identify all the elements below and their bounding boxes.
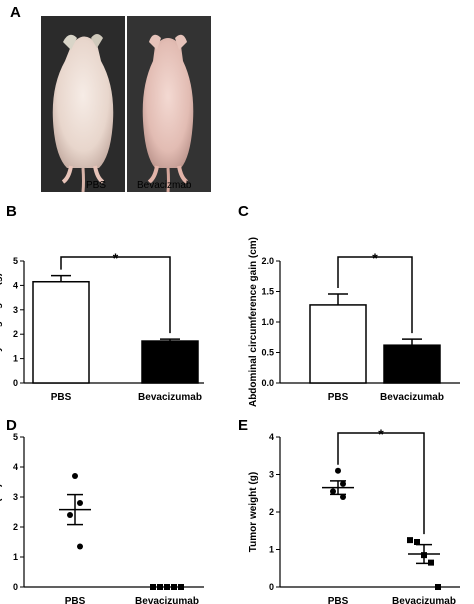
panel-letter-a: A: [10, 4, 21, 21]
y-tick-label: 1.5: [261, 287, 274, 297]
photo-divider: [125, 16, 127, 192]
y-axis-label: Ascites (ml): [0, 484, 3, 541]
data-point: [150, 584, 156, 590]
data-point: [77, 543, 83, 550]
y-tick-label: 4: [13, 462, 18, 472]
panel-letter-d: D: [6, 417, 17, 434]
data-point: [340, 480, 346, 487]
y-tick-label: 2: [269, 507, 274, 517]
y-tick-label: 5: [13, 432, 18, 442]
panel-letter-c: C: [238, 203, 249, 220]
y-tick-label: 1: [13, 354, 18, 364]
significance-bracket: [60, 256, 171, 334]
y-tick-label: 0.0: [261, 378, 274, 388]
significance-bracket: [337, 432, 425, 535]
data-point: [157, 584, 163, 590]
panel-letter-e: E: [238, 417, 249, 434]
x-tick-label: Bevacizumab: [392, 596, 456, 604]
y-tick-label: 3: [13, 305, 18, 315]
y-tick-label: 3: [13, 492, 18, 502]
data-point: [72, 473, 78, 479]
significance-star: *: [378, 426, 384, 442]
y-tick-label: 0: [269, 582, 274, 592]
mouse-pbs: [52, 34, 114, 192]
x-tick-label: PBS: [328, 596, 349, 604]
y-tick-label: 0.5: [261, 348, 274, 358]
y-tick-label: 0: [13, 582, 18, 592]
data-point: [414, 539, 420, 545]
bar: [32, 280, 90, 384]
y-axis-label: Tumor weight (g): [248, 472, 259, 552]
x-tick-label: Bevacizumab: [138, 392, 202, 403]
significance-bracket: [337, 256, 413, 334]
significance-star: *: [113, 250, 119, 266]
y-tick-label: 1: [13, 552, 18, 562]
y-tick-label: 2: [13, 522, 18, 532]
data-point: [171, 584, 177, 590]
photo-label-bevacizmab: Bevacizmab: [137, 180, 192, 191]
y-axis-label: Abdominal circumference gain (cm): [248, 237, 259, 407]
y-tick-label: 2.0: [261, 256, 274, 266]
y-tick-label: 3: [269, 470, 274, 480]
y-tick-label: 4: [269, 432, 274, 442]
y-tick-label: 5: [13, 256, 18, 266]
data-point: [164, 584, 170, 590]
y-axis-label: Body weight gain (g): [0, 273, 3, 371]
data-point: [407, 537, 413, 544]
bar: [141, 340, 199, 384]
data-point: [67, 512, 73, 518]
data-point: [178, 584, 184, 590]
data-point: [340, 494, 346, 500]
data-point: [77, 500, 83, 506]
y-tick-label: 2: [13, 329, 18, 339]
x-tick-label: Bevacizumab: [135, 596, 199, 604]
bar: [383, 344, 441, 384]
significance-star: *: [372, 250, 378, 266]
mouse-photograph: [41, 16, 211, 192]
data-point: [335, 467, 341, 474]
x-tick-label: Bevacizumab: [380, 392, 444, 403]
y-tick-label: 1.0: [261, 317, 274, 327]
x-tick-label: PBS: [328, 392, 349, 403]
x-tick-label: PBS: [51, 392, 72, 403]
data-point: [435, 584, 441, 590]
y-tick-label: 4: [13, 280, 18, 290]
y-tick-label: 1: [269, 545, 274, 555]
photo-label-pbs: PBS: [86, 180, 107, 191]
bar: [309, 304, 367, 384]
x-tick-label: PBS: [65, 596, 86, 604]
mouse-bevacizumab: [142, 34, 194, 192]
y-tick-label: 0: [13, 378, 18, 388]
panel-letter-b: B: [6, 203, 17, 220]
data-point: [330, 488, 336, 495]
